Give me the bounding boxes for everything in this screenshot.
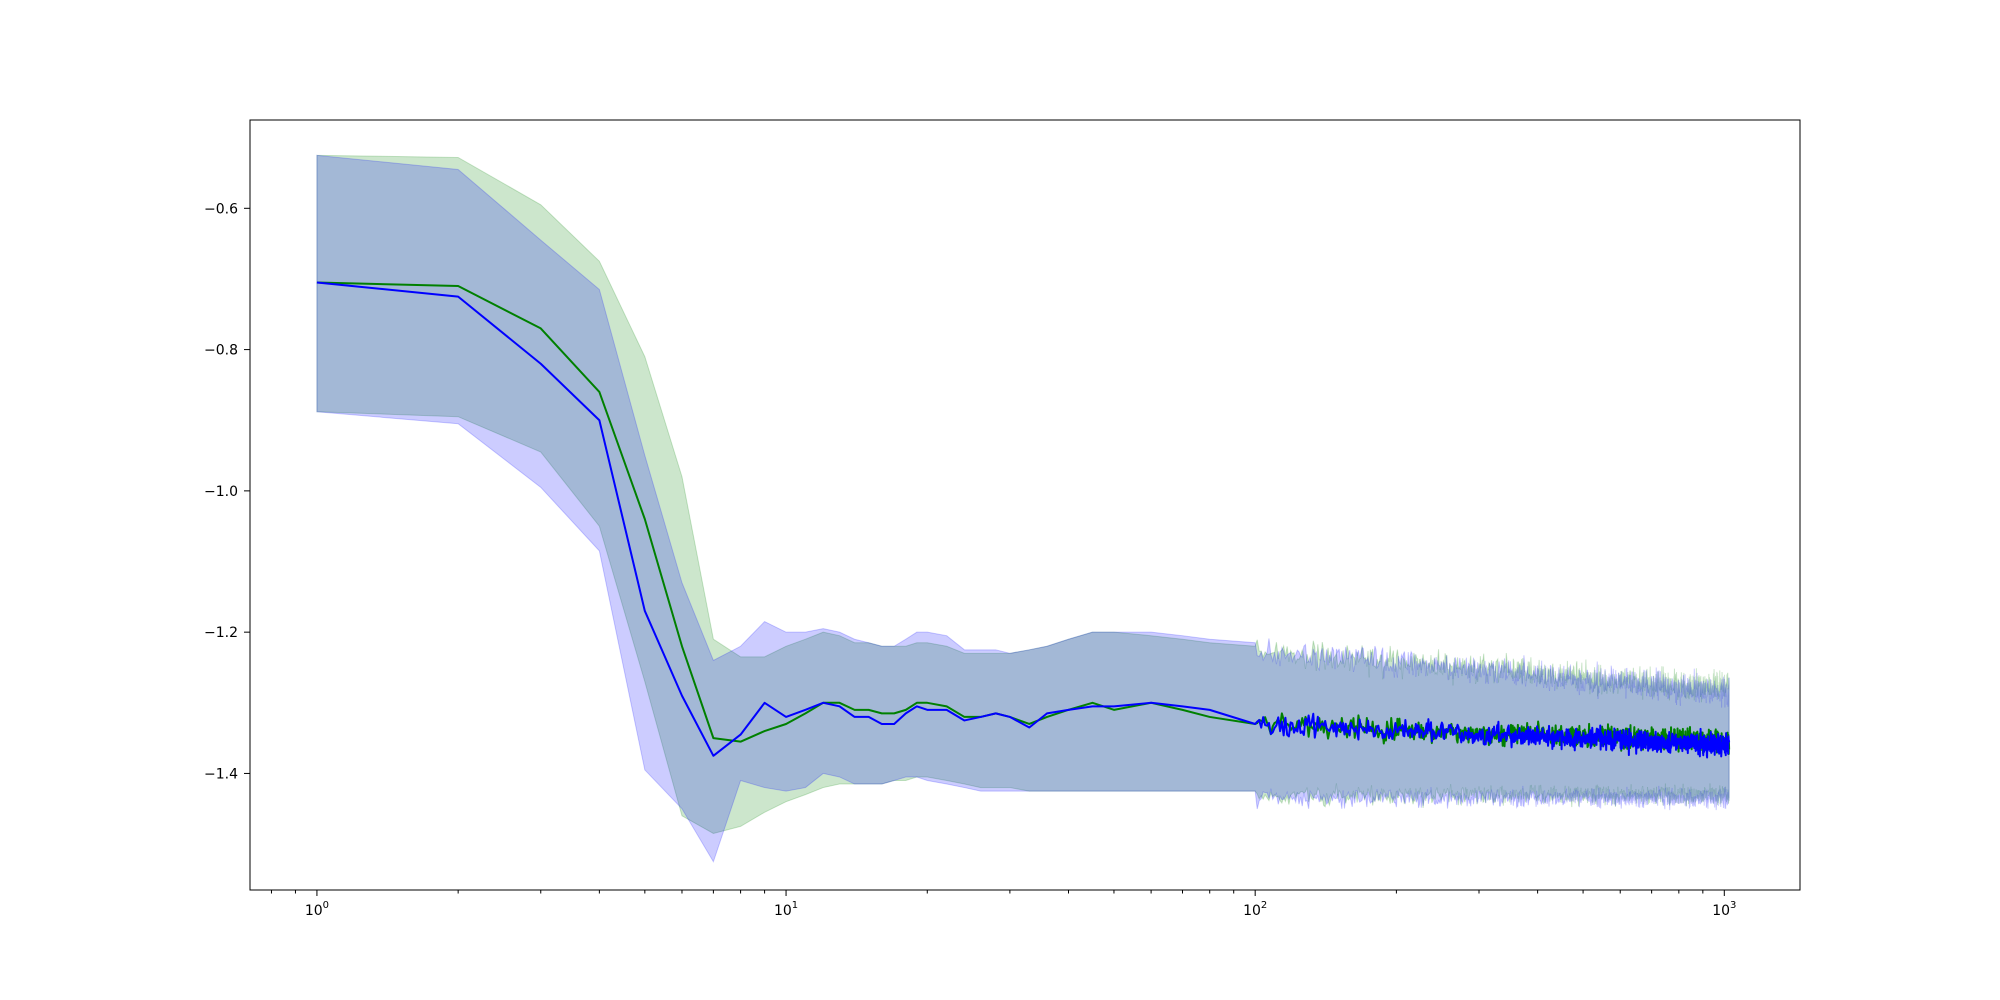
y-tick-label: −1.2 bbox=[204, 625, 238, 641]
x-tick-label: 100 bbox=[305, 900, 329, 919]
confidence-band-2 bbox=[316, 154, 1730, 863]
x-tick-label: 102 bbox=[1243, 900, 1267, 919]
series-line-2 bbox=[316, 281, 1731, 759]
y-tick-label: −0.6 bbox=[204, 201, 238, 217]
axis-ticks: 100 101 102 103 −0.6 −0.8 −1.0 −1.2 −1.4 bbox=[204, 201, 1736, 919]
y-tick-label: −0.8 bbox=[204, 343, 238, 359]
y-tick-label: −1.4 bbox=[204, 766, 238, 782]
x-tick-label: 101 bbox=[774, 900, 798, 919]
x-tick-label: 103 bbox=[1712, 900, 1736, 919]
confidence-band-1 bbox=[316, 154, 1730, 835]
plot-area bbox=[316, 154, 1731, 863]
axes-frame bbox=[249, 119, 1801, 891]
y-tick-label: −1.0 bbox=[204, 484, 238, 500]
